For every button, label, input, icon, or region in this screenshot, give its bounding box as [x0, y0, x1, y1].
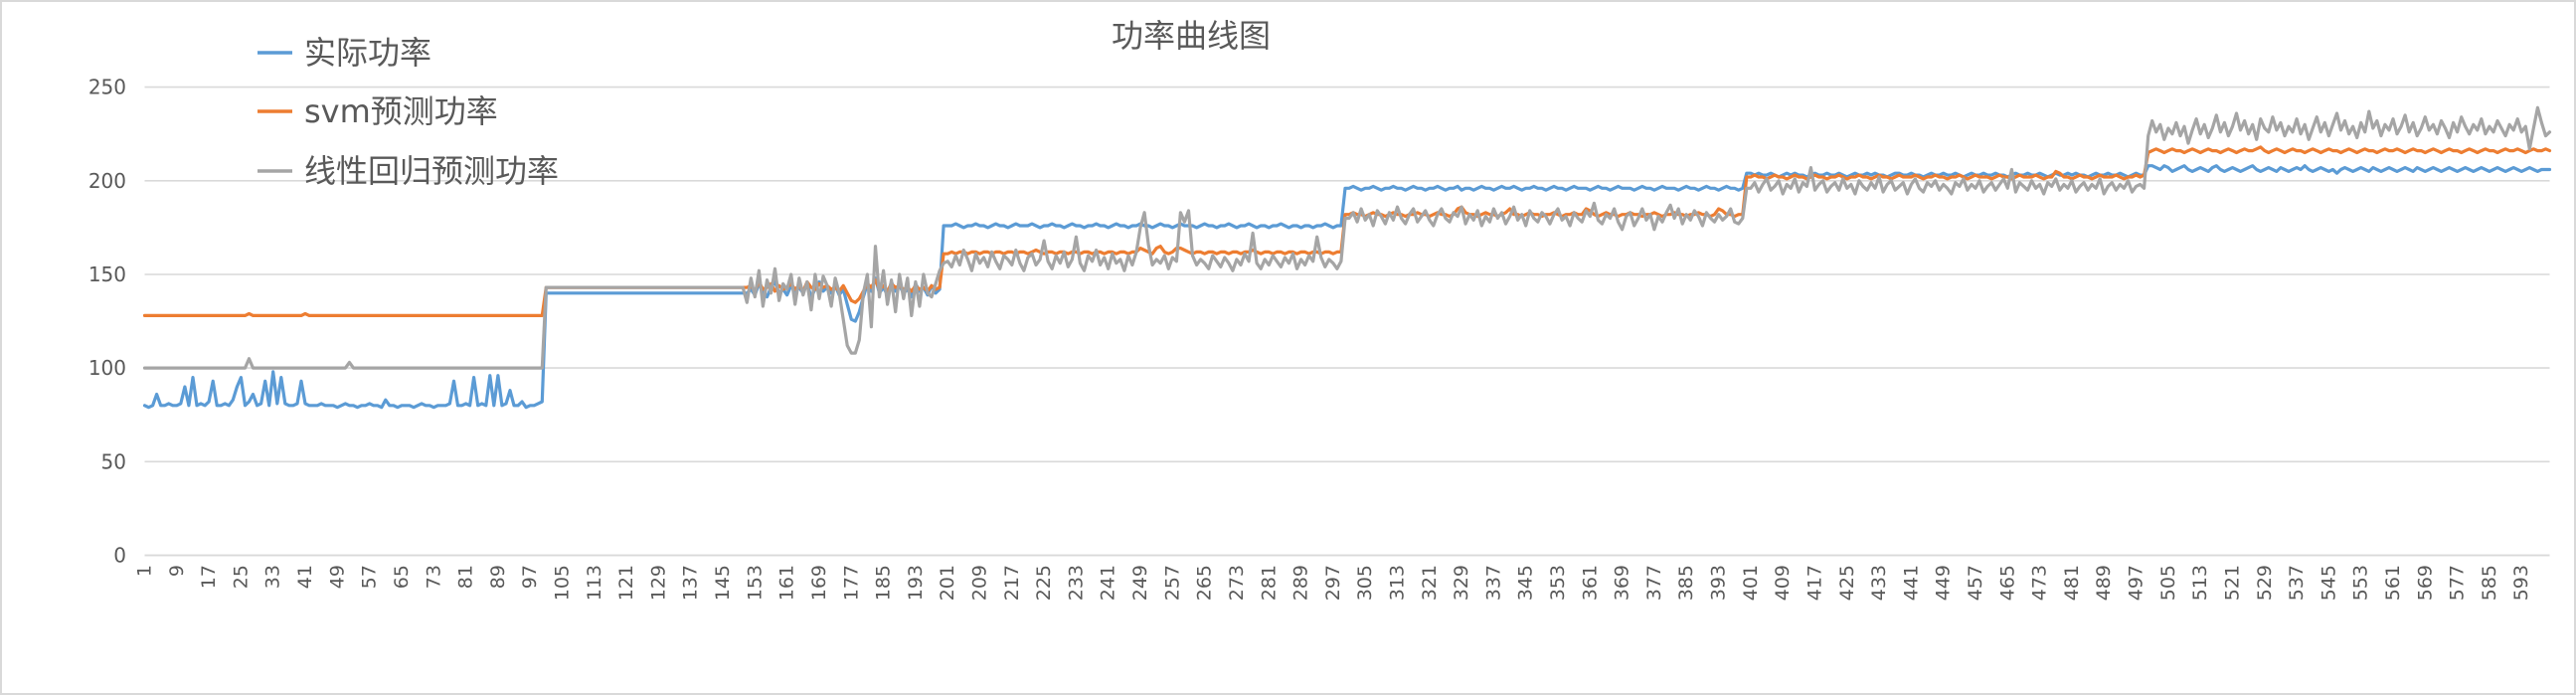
x-tick-label: 289 — [1290, 565, 1312, 601]
x-tick-label: 489 — [2093, 565, 2115, 601]
x-tick-label: 585 — [2479, 565, 2500, 601]
x-tick-label: 457 — [1965, 565, 1986, 601]
x-tick-label: 25 — [230, 565, 252, 589]
x-tick-label: 241 — [1098, 565, 1119, 601]
legend-item-actual-power: 实际功率 — [258, 34, 431, 72]
x-tick-label: 273 — [1226, 565, 1248, 601]
legend-label: 线性回归预测功率 — [304, 152, 559, 190]
x-tick-label: 473 — [2029, 565, 2051, 601]
x-tick-label: 353 — [1547, 565, 1569, 601]
x-tick-label: 265 — [1194, 565, 1216, 601]
x-tick-label: 89 — [487, 565, 509, 589]
x-tick-label: 481 — [2061, 565, 2083, 601]
x-tick-label: 113 — [584, 565, 605, 601]
x-tick-label: 561 — [2382, 565, 2404, 601]
x-tick-label: 433 — [1868, 565, 1890, 601]
x-tick-label: 449 — [1933, 565, 1955, 601]
x-tick-label: 193 — [905, 565, 927, 601]
x-tick-label: 393 — [1708, 565, 1730, 601]
x-tick-label: 185 — [873, 565, 895, 601]
x-tick-label: 145 — [712, 565, 734, 601]
x-tick-label: 177 — [840, 565, 862, 601]
x-tick-label: 153 — [744, 565, 766, 601]
y-tick-label: 100 — [88, 356, 126, 380]
x-tick-label: 33 — [262, 565, 284, 589]
x-tick-label: 521 — [2222, 565, 2244, 601]
x-tick-label: 305 — [1354, 565, 1376, 601]
x-tick-label: 233 — [1065, 565, 1087, 601]
x-tick-label: 553 — [2350, 565, 2372, 601]
x-tick-label: 385 — [1675, 565, 1697, 601]
x-tick-label: 41 — [294, 565, 316, 589]
x-tick-label: 137 — [680, 565, 702, 601]
x-tick-label: 529 — [2254, 565, 2276, 601]
legend-item-linear-regression-prediction: 线性回归预测功率 — [258, 152, 559, 190]
x-tick-label: 369 — [1612, 565, 1633, 601]
x-tick-label: 257 — [1161, 565, 1183, 601]
x-tick-label: 505 — [2157, 565, 2179, 601]
x-tick-label: 81 — [455, 565, 477, 589]
y-tick-label: 200 — [88, 169, 126, 193]
y-axis-labels: 0 50 100 150 200 250 — [88, 76, 126, 568]
x-tick-label: 313 — [1387, 565, 1409, 601]
x-tick-label: 321 — [1419, 565, 1441, 601]
x-axis-labels: 1 9 17 25 33 41 49 57 65 73 81 89 97 105 113 121 129 137 1… — [134, 565, 2533, 601]
x-tick-label: 497 — [2126, 565, 2147, 601]
x-tick-label: 545 — [2318, 565, 2339, 601]
x-tick-label: 57 — [359, 565, 381, 589]
x-tick-label: 417 — [1804, 565, 1826, 601]
x-tick-label: 161 — [776, 565, 798, 601]
y-tick-label: 250 — [88, 76, 126, 99]
x-tick-label: 217 — [1001, 565, 1023, 601]
x-tick-label: 201 — [937, 565, 958, 601]
legend: 实际功率 svm预测功率 线性回归预测功率 — [258, 34, 559, 190]
x-tick-label: 569 — [2414, 565, 2436, 601]
y-tick-label: 50 — [101, 449, 126, 473]
plot-series — [142, 105, 2552, 410]
x-tick-label: 209 — [969, 565, 991, 601]
y-tick-label: 0 — [113, 544, 126, 568]
x-tick-label: 465 — [1996, 565, 2018, 601]
x-tick-label: 225 — [1033, 565, 1055, 601]
x-tick-label: 401 — [1740, 565, 1762, 601]
x-tick-label: 9 — [166, 565, 188, 577]
x-tick-label: 65 — [391, 565, 413, 589]
x-tick-label: 281 — [1258, 565, 1280, 601]
y-tick-label: 150 — [88, 262, 126, 286]
x-tick-label: 377 — [1643, 565, 1665, 601]
x-tick-label: 329 — [1451, 565, 1472, 601]
x-tick-label: 105 — [552, 565, 574, 601]
chart-title: 功率曲线图 — [1112, 17, 1271, 55]
x-tick-label: 249 — [1129, 565, 1151, 601]
legend-label: svm预测功率 — [304, 92, 498, 130]
x-tick-label: 73 — [423, 565, 444, 589]
x-tick-label: 577 — [2447, 565, 2469, 601]
x-tick-label: 441 — [1900, 565, 1922, 601]
x-tick-label: 169 — [808, 565, 830, 601]
series-line-linear-regression-prediction — [142, 105, 2552, 370]
x-tick-label: 97 — [519, 565, 541, 589]
x-tick-label: 49 — [326, 565, 348, 589]
x-tick-label: 513 — [2189, 565, 2211, 601]
x-tick-label: 425 — [1836, 565, 1858, 601]
x-tick-label: 593 — [2510, 565, 2532, 601]
x-tick-label: 297 — [1322, 565, 1344, 601]
x-tick-label: 361 — [1579, 565, 1601, 601]
x-tick-label: 337 — [1482, 565, 1504, 601]
x-tick-label: 537 — [2286, 565, 2308, 601]
x-tick-label: 17 — [198, 565, 220, 589]
x-tick-label: 121 — [615, 565, 637, 601]
legend-item-svm-prediction: svm预测功率 — [258, 92, 498, 130]
x-tick-label: 1 — [134, 565, 156, 577]
x-tick-label: 409 — [1772, 565, 1794, 601]
legend-label: 实际功率 — [304, 34, 431, 72]
x-tick-label: 129 — [647, 565, 669, 601]
x-tick-label: 345 — [1515, 565, 1537, 601]
